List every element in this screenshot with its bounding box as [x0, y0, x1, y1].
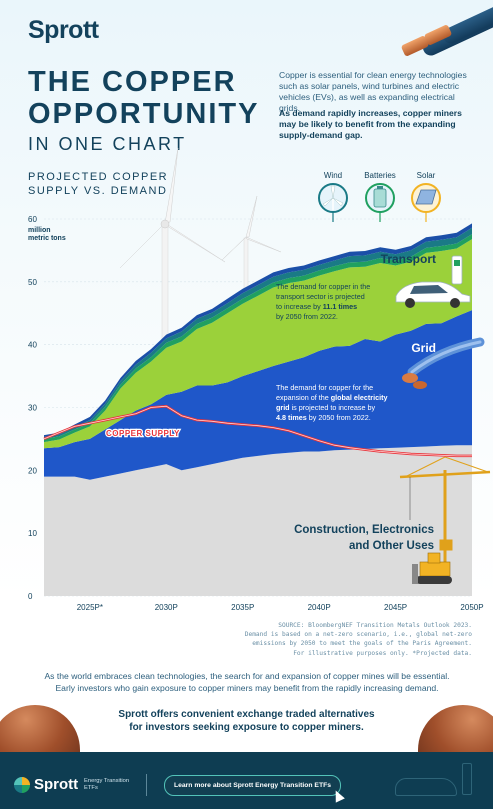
transport-text-c: to increase by 11.1 times — [276, 302, 357, 311]
y-axis-ticks: 0 10 20 30 40 50 60 — [28, 215, 37, 601]
grid-text-d-bold: 4.8 times — [276, 413, 307, 422]
grid-text-c-plain: is projected to increase by — [292, 403, 376, 412]
footer-brand: Sprott — [34, 776, 79, 793]
y-tick-label: 10 — [28, 529, 37, 538]
grid-text-c-bold: grid — [276, 403, 290, 412]
closing-line-1: As the world embraces clean technologies… — [44, 671, 450, 681]
x-tick-label: 2040P — [308, 603, 331, 612]
intro-text: Copper is essential for clean energy tec… — [279, 70, 467, 113]
transport-text-a: The demand for copper in the — [276, 282, 370, 291]
offer-line-2: for investors seeking exposure to copper… — [129, 722, 364, 733]
electric-car-icon — [395, 255, 471, 308]
page-title-line2: OPPORTUNITY — [28, 98, 260, 130]
wind-icon-label: Wind — [324, 171, 342, 180]
solar-icon-label: Solar — [417, 171, 436, 180]
page-title-line1: THE COPPER — [28, 66, 237, 98]
area-transport — [44, 239, 472, 449]
offer-text: Sprott offers convenient exchange traded… — [80, 708, 413, 734]
footer-divider — [146, 774, 147, 796]
learn-more-button[interactable]: Learn more about Sprott Energy Transitio… — [164, 775, 341, 796]
sprott-mark-icon — [14, 777, 30, 793]
closing-text: As the world embraces clean technologies… — [22, 670, 472, 694]
y-tick-label: 40 — [28, 341, 37, 350]
chart-title: PROJECTED COPPER SUPPLY VS. DEMAND — [28, 171, 169, 197]
bulldozer-icon — [412, 552, 452, 584]
ev-charger-icon — [462, 763, 472, 795]
solar-badge-icon — [411, 183, 441, 222]
transport-text-c-plain: to increase by — [276, 302, 321, 311]
supply-label: COPPER SUPPLY — [106, 429, 180, 438]
grid-text-b-plain: expansion of the — [276, 393, 329, 402]
grid-text-a: The demand for copper for the — [276, 383, 373, 392]
footer-car-icon — [395, 778, 457, 796]
source-line-1: SOURCE: BloombergNEF Transition Metals O… — [278, 622, 472, 629]
grid-cable-icon — [402, 337, 485, 389]
grid-text-b: expansion of the global electricity — [276, 393, 387, 402]
y-tick-label: 0 — [28, 592, 33, 601]
closing-line-2: Early investors who gain exposure to cop… — [55, 683, 439, 693]
x-tick-label: 2030P — [155, 603, 178, 612]
grid-text-c: grid is projected to increase by — [276, 403, 375, 412]
wind-badge-icon — [318, 183, 348, 222]
batteries-icon-label: Batteries — [364, 171, 396, 180]
source-line-4: For illustrative purposes only. *Project… — [293, 649, 472, 657]
y-unit-label-1: million — [28, 227, 51, 234]
offer-line-1: Sprott offers convenient exchange traded… — [118, 709, 375, 720]
intro-bold-text: As demand rapidly increases, copper mine… — [279, 108, 462, 140]
y-tick-label: 30 — [28, 404, 37, 413]
grid-title: Grid — [411, 341, 436, 355]
area-construction-electronics-and-other-uses — [44, 445, 472, 596]
y-tick-label: 60 — [28, 215, 37, 224]
x-tick-label: 2035P — [231, 603, 254, 612]
copper-ore-right-image — [418, 705, 493, 753]
grid-text-b-bold: global electricity — [331, 393, 388, 402]
y-tick-label: 20 — [28, 466, 37, 475]
copper-ore-left-image — [0, 705, 80, 753]
grid-text-d: 4.8 times by 2050 from 2022. — [276, 413, 371, 422]
other-uses-title-b: and Other Uses — [349, 540, 434, 552]
source-note: SOURCE: BloombergNEF Transition Metals O… — [210, 621, 472, 658]
demand-areas — [44, 223, 472, 596]
y-tick-label: 50 — [28, 278, 37, 287]
transport-text-c-bold: 11.1 times — [323, 302, 357, 311]
source-line-3: emissions by 2050 to meet the goals of t… — [252, 640, 472, 648]
source-line-2: Demand is based on a net-zero scenario, … — [244, 631, 472, 639]
grid-text-d-plain: by 2050 from 2022. — [309, 413, 371, 422]
supply-line-highlight — [43, 405, 472, 457]
brand-logo: Sprott — [28, 16, 99, 44]
x-tick-label: 2025P* — [77, 603, 103, 612]
transport-text-d: by 2050 from 2022. — [276, 312, 338, 321]
batteries-badge-icon — [365, 183, 395, 222]
transport-text-b: transport sector is projected — [276, 292, 365, 301]
transport-title: Transport — [381, 252, 436, 266]
other-uses-title-a: Construction, Electronics — [294, 524, 434, 536]
page-title-line3: IN ONE CHART — [28, 134, 187, 154]
y-unit-label-2: metric tons — [28, 235, 66, 242]
footer-brand-sub: Energy Transition ETFs — [84, 778, 130, 791]
x-tick-label: 2050P — [460, 603, 483, 612]
x-tick-label: 2045P — [384, 603, 407, 612]
x-axis-ticks: 2025P* 2030P 2035P 2040P 2045P 2050P — [77, 603, 484, 612]
area-grid — [44, 310, 472, 480]
